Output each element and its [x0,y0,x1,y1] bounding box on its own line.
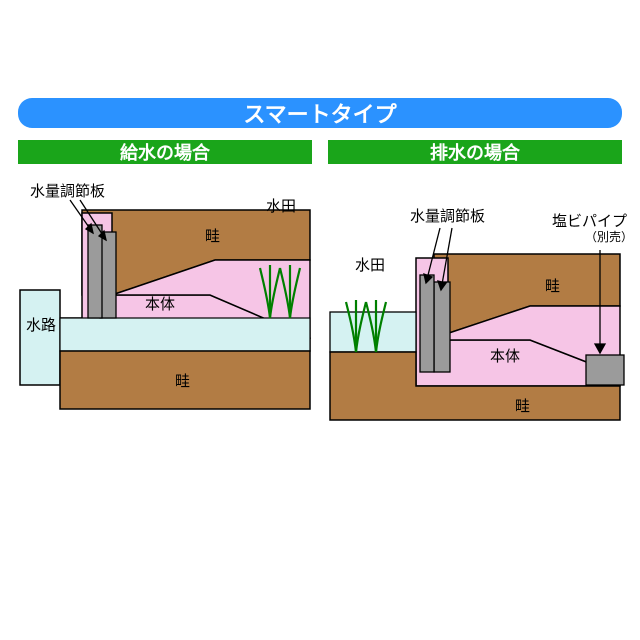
left-ridge-lower-label: 畦 [175,370,190,391]
left-channel [20,290,60,385]
left-ridge-upper-label: 畦 [205,225,220,246]
left-body-label: 本体 [145,293,175,314]
left-regulator-label: 水量調節板 [30,180,105,201]
left-field-label: 水田 [266,195,296,216]
right-body-label: 本体 [490,345,520,366]
right-ridge-upper-label: 畦 [545,275,560,296]
left-channel-label: 水路 [26,318,42,335]
left-water-layer [60,318,310,351]
diagram-svg [0,0,640,640]
right-regulator-back [420,275,434,372]
right-pipe-note: （別売） [585,228,633,245]
right-regulator-front [434,282,450,372]
right-pvc-pipe [586,355,624,385]
right-ridge-lower-label: 畦 [515,395,530,416]
left-regulator-back [88,225,102,318]
right-regulator-label: 水量調節板 [410,205,485,226]
right-field-label: 水田 [355,258,371,275]
